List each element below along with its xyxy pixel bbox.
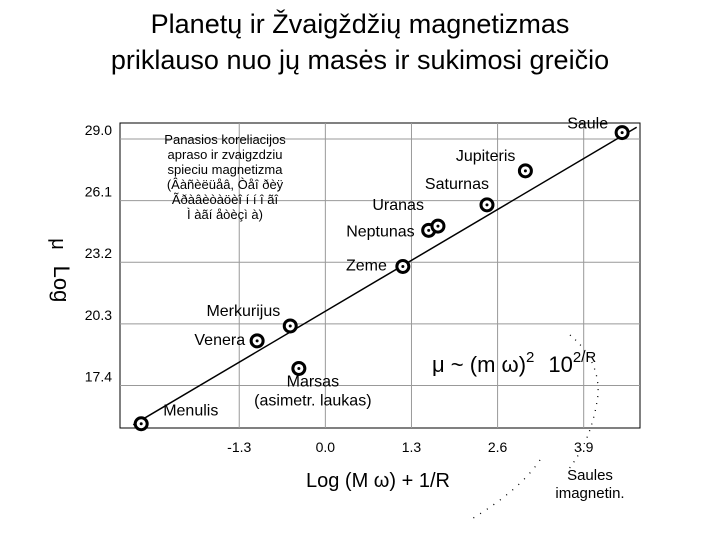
y-tick-label: 26.1 bbox=[85, 184, 112, 200]
tick-labels-layer: 17.4 20.3 23.2 26.1 29.0 -1.3 0.0 1.3 2.6 3.9 bbox=[85, 122, 594, 455]
x-tick-label: 2.6 bbox=[488, 439, 508, 455]
point-labels-layer: Menulis Venera Merkurijus Marsas (asimetr. l… bbox=[163, 116, 608, 420]
point-label: Uranas bbox=[372, 197, 424, 214]
annotation-text: Panasios koreliacijos apraso ir zvaigzdzi… bbox=[164, 132, 286, 222]
point-label-line: Saule bbox=[567, 116, 608, 133]
text-line: Saules bbox=[567, 467, 613, 484]
data-point-center bbox=[139, 422, 143, 426]
data-point-center bbox=[436, 224, 440, 228]
x-tick-label: -1.3 bbox=[227, 439, 251, 455]
text-line: Panasios koreliacijos bbox=[164, 132, 286, 147]
point-label-line: Zeme bbox=[346, 257, 387, 274]
text-line: (Âàñèëüåâ, Òåî ðèÿ bbox=[167, 177, 284, 192]
formula-factor: 10 bbox=[548, 352, 572, 377]
y-tick-label: 17.4 bbox=[85, 368, 112, 384]
title-line-1: Planetų ir Žvaigždžių magnetizmas bbox=[150, 9, 570, 39]
formula-exponent-1: 2 bbox=[526, 349, 534, 366]
fit-line-layer bbox=[132, 126, 638, 426]
data-point-center bbox=[427, 228, 431, 232]
text-line: Ì àãí åòèçì à) bbox=[187, 207, 263, 222]
y-axis-label-mu: μ bbox=[47, 238, 69, 250]
x-tick-label: 3.9 bbox=[574, 439, 594, 455]
point-label: Venera bbox=[194, 332, 245, 349]
point-label-line: Jupiteris bbox=[456, 148, 516, 165]
data-point-center bbox=[255, 339, 259, 343]
point-label: Saule bbox=[567, 116, 608, 133]
point-label-line: Uranas bbox=[372, 197, 424, 214]
text-line: apraso ir zvaigzdziu bbox=[168, 147, 283, 162]
dotted-curve-lower bbox=[469, 459, 541, 521]
point-label: Jupiteris bbox=[456, 148, 516, 165]
formula-exponent-2: 2/R bbox=[573, 349, 597, 366]
y-tick-label: 20.3 bbox=[85, 307, 112, 323]
data-point-center bbox=[523, 169, 527, 173]
text-line: imagnetin. bbox=[555, 485, 624, 502]
fit-line bbox=[132, 126, 638, 426]
text-line: spieciu magnetizma bbox=[168, 162, 284, 177]
formula-main: μ ~ (m ω) bbox=[432, 352, 526, 377]
y-axis-label-log: Log bbox=[49, 266, 74, 303]
point-label-line: Menulis bbox=[163, 403, 218, 420]
chart-title: Planetų ir Žvaigždžių magnetizmas prikla… bbox=[0, 6, 720, 78]
point-label-line: Merkurijus bbox=[206, 303, 280, 320]
point-label-line: Neptunas bbox=[346, 223, 415, 240]
point-label-line: (asimetr. laukas) bbox=[254, 392, 371, 409]
title-line-2: priklauso nuo jų masės ir sukimosi greič… bbox=[110, 45, 610, 75]
points-layer bbox=[133, 125, 630, 432]
y-tick-label: 29.0 bbox=[85, 122, 112, 138]
point-label: Marsas (asimetr. laukas) bbox=[254, 373, 371, 409]
x-axis-label: Log (M ω) + 1/R bbox=[306, 470, 450, 492]
formula: μ ~ (m ω)2 102/R bbox=[432, 349, 596, 377]
x-tick-label: 0.0 bbox=[316, 439, 336, 455]
point-label-line: Marsas bbox=[287, 373, 339, 390]
point-label: Merkurijus bbox=[206, 303, 280, 320]
data-point-center bbox=[401, 264, 405, 268]
data-point-center bbox=[620, 131, 624, 135]
y-axis-label-mu-group: μ bbox=[47, 238, 69, 250]
data-point-center bbox=[485, 203, 489, 207]
x-tick-label: 1.3 bbox=[402, 439, 422, 455]
point-label: Menulis bbox=[163, 403, 218, 420]
point-label: Zeme bbox=[346, 257, 387, 274]
text-line: Ãðàâèòàöèî í í î ãî bbox=[172, 192, 279, 207]
plot-area bbox=[119, 122, 641, 429]
y-axis-label: Log bbox=[49, 266, 74, 303]
point-label-line: Saturnas bbox=[425, 176, 489, 193]
data-point-center bbox=[288, 324, 292, 328]
saules-note: Saules imagnetin. bbox=[555, 467, 624, 502]
point-label: Saturnas bbox=[425, 176, 489, 193]
point-label: Neptunas bbox=[346, 223, 415, 240]
grid-layer bbox=[120, 123, 640, 428]
data-point-center bbox=[297, 366, 301, 370]
y-tick-label: 23.2 bbox=[85, 245, 112, 261]
point-label-line: Venera bbox=[194, 332, 245, 349]
